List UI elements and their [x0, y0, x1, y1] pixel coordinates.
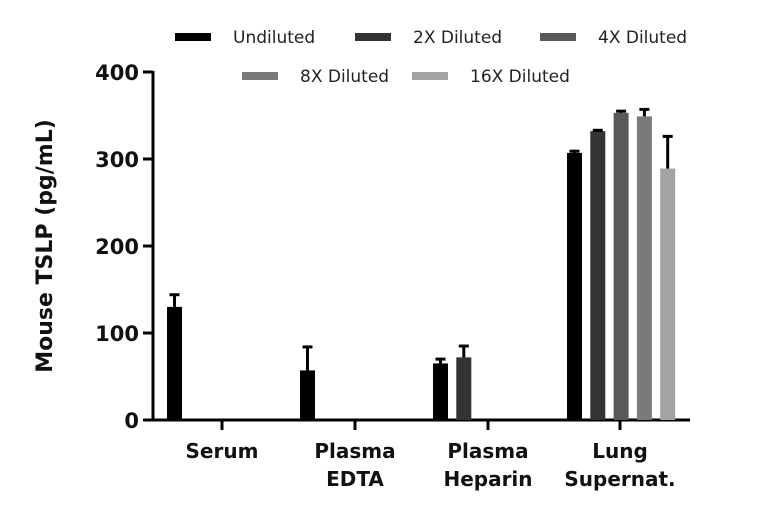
bar [167, 306, 182, 420]
y-axis: 0 100 200 300 400 [95, 61, 155, 433]
x-axis: Serum Plasma EDTA Plasma Heparin Lung Supernat… [152, 418, 690, 491]
legend-swatch [175, 33, 211, 41]
bar [567, 152, 582, 420]
bar [660, 168, 676, 420]
x-category-label: Heparin [443, 467, 532, 491]
y-tick-label: 300 [95, 148, 139, 172]
x-category-label: Lung [592, 439, 648, 463]
legend: Undiluted 2X Diluted 4X Diluted 8X Diluted 1… [175, 28, 687, 87]
legend-label: Undiluted [233, 28, 315, 48]
x-category-label: Serum [186, 439, 259, 463]
x-category-label: EDTA [326, 467, 384, 491]
bar [456, 357, 472, 420]
bar [300, 370, 315, 420]
legend-swatch [412, 72, 448, 80]
x-category-label: Supernat. [564, 467, 675, 491]
bar [590, 131, 606, 420]
y-tick-label: 400 [95, 61, 139, 85]
x-category-label: Plasma [447, 439, 528, 463]
legend-label: 2X Diluted [413, 28, 502, 48]
legend-label: 8X Diluted [300, 67, 389, 87]
bars [167, 107, 676, 421]
bar [613, 112, 629, 420]
legend-swatch [355, 33, 391, 41]
legend-swatch [540, 33, 576, 41]
legend-label: 16X Diluted [470, 67, 570, 87]
y-tick-label: 200 [95, 235, 139, 259]
legend-swatch [242, 72, 278, 80]
y-axis-label: Mouse TSLP (pg/mL) [33, 119, 58, 373]
y-tick-label: 100 [95, 322, 139, 346]
bar [636, 116, 652, 421]
x-category-label: Plasma [314, 439, 395, 463]
legend-label: 4X Diluted [598, 28, 687, 48]
bar [433, 363, 448, 420]
y-tick-label: 0 [124, 409, 139, 433]
